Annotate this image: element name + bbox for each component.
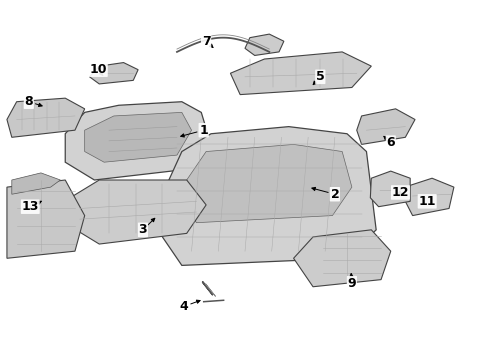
Text: 9: 9 bbox=[347, 277, 356, 290]
Text: 6: 6 bbox=[387, 136, 395, 149]
Polygon shape bbox=[7, 98, 85, 137]
Polygon shape bbox=[85, 112, 192, 162]
Polygon shape bbox=[12, 173, 60, 194]
Text: 2: 2 bbox=[330, 188, 339, 201]
Text: 8: 8 bbox=[24, 95, 33, 108]
Text: 13: 13 bbox=[22, 200, 39, 213]
Polygon shape bbox=[162, 127, 376, 265]
Polygon shape bbox=[370, 171, 410, 207]
Polygon shape bbox=[90, 63, 138, 84]
Polygon shape bbox=[294, 230, 391, 287]
Text: 5: 5 bbox=[316, 70, 325, 83]
Polygon shape bbox=[65, 102, 211, 180]
Text: 1: 1 bbox=[199, 124, 208, 137]
Text: 10: 10 bbox=[90, 63, 107, 76]
Text: 3: 3 bbox=[139, 223, 147, 236]
Polygon shape bbox=[405, 178, 454, 216]
Text: 7: 7 bbox=[202, 35, 211, 48]
Polygon shape bbox=[187, 144, 352, 223]
Polygon shape bbox=[230, 52, 371, 95]
Text: 12: 12 bbox=[392, 186, 409, 199]
Polygon shape bbox=[7, 180, 85, 258]
Polygon shape bbox=[245, 34, 284, 55]
Polygon shape bbox=[357, 109, 415, 144]
Text: 11: 11 bbox=[418, 195, 436, 208]
Text: 4: 4 bbox=[180, 300, 189, 313]
Polygon shape bbox=[70, 180, 206, 244]
